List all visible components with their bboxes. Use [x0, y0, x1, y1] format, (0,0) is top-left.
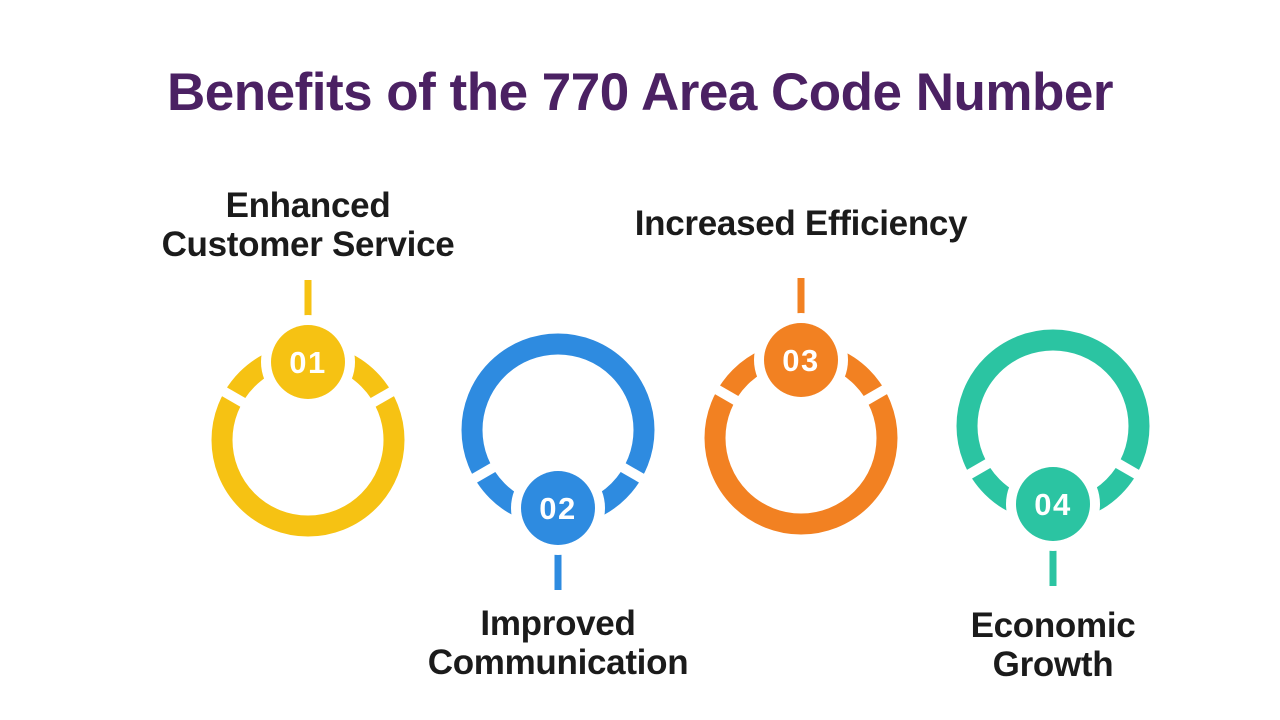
- benefit-label-increased-efficiency: Increased Efficiency: [634, 204, 968, 243]
- ring-gap-left: [460, 458, 505, 490]
- ring-gap-left: [703, 378, 748, 410]
- ring-gap-left: [955, 454, 1000, 486]
- ring-gap-right: [1106, 454, 1151, 486]
- badge-number: 03: [782, 343, 819, 378]
- benefit-label-enhanced-customer-service: Enhanced Customer Service: [161, 186, 455, 264]
- benefit-ring-graphic-1: 01: [210, 280, 406, 537]
- benefit-label-improved-communication: Improved Communication: [427, 604, 689, 682]
- ring-gap-right: [361, 380, 406, 412]
- badge-number: 01: [289, 345, 326, 380]
- ring-gap-right: [611, 458, 656, 490]
- badge-circle: [764, 323, 838, 397]
- ring-gap-right: [854, 378, 899, 410]
- benefit-label-economic-growth: Economic Growth: [970, 606, 1136, 684]
- badge-circle: [521, 471, 595, 545]
- badge-circle: [271, 325, 345, 399]
- ring-gap-left: [210, 380, 255, 412]
- benefit-ring-graphic-3: 03: [703, 278, 899, 535]
- benefit-ring-graphic-2: 02: [460, 333, 656, 590]
- badge-number: 04: [1034, 487, 1071, 522]
- badge-number: 02: [539, 491, 576, 526]
- badge-circle: [1016, 467, 1090, 541]
- page-title: Benefits of the 770 Area Code Number: [166, 63, 1114, 122]
- benefit-ring-graphic-4: 04: [955, 329, 1151, 586]
